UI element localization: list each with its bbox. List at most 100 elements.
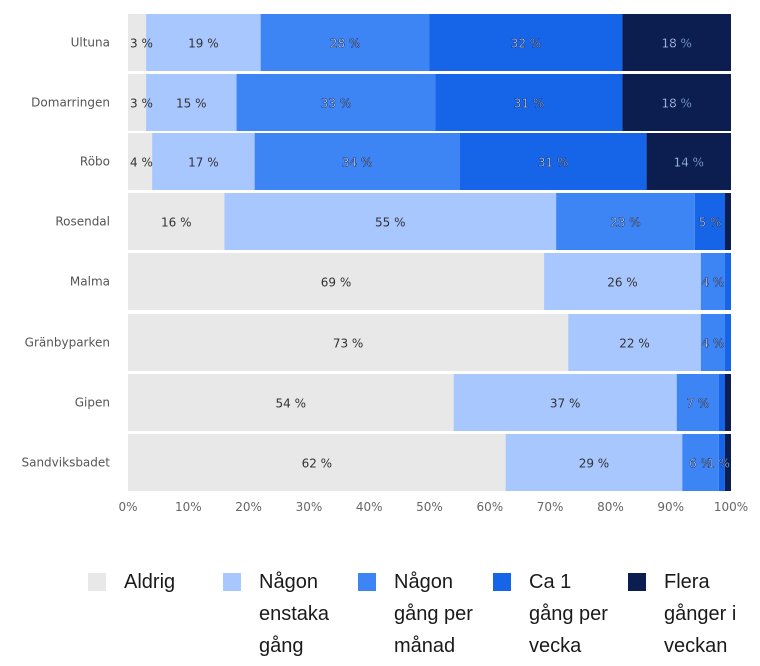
legend: Aldrig Någon enstaka gång Någon gång per månad… (88, 566, 760, 666)
legend-label-line: gånger i (664, 603, 737, 625)
x-tick-label: 90% (657, 500, 684, 514)
x-tick-label: 10% (175, 500, 202, 514)
data-label: 1 % (707, 457, 730, 471)
bar-segment (146, 14, 261, 71)
legend-label-line: veckan (664, 635, 728, 657)
bar-segment (724, 193, 731, 250)
bar-segment (429, 14, 623, 71)
bar-segment (459, 133, 647, 190)
data-label: 31 % (514, 97, 545, 111)
data-label: 5 % (698, 216, 721, 230)
data-label: 18 % (661, 37, 692, 51)
data-label: 3 % (130, 97, 153, 111)
bar-segment (128, 193, 225, 250)
x-tick-label: 80% (597, 500, 624, 514)
x-tick-label: 50% (416, 500, 443, 514)
bar-segment (260, 14, 430, 71)
data-label: 4 % (130, 156, 153, 170)
legend-label-line: månad (394, 635, 456, 657)
x-tick-label: 40% (356, 500, 383, 514)
data-label: 69 % (321, 276, 352, 290)
data-label: 73 % (333, 337, 364, 351)
legend-label-line: gång per (529, 603, 608, 625)
category-label: Gränbyparken (25, 336, 110, 350)
bar-segment (724, 253, 731, 310)
data-label: 15 % (176, 97, 207, 111)
legend-swatch (493, 573, 511, 591)
category-label: Domarringen (31, 96, 110, 110)
data-label: 6 % (689, 457, 712, 471)
bar-segment (724, 434, 731, 491)
legend-label: Aldrig (124, 566, 224, 598)
legend-label: Någon enstaka gång (259, 566, 359, 662)
legend-label: Ca 1 gång per vecka (529, 566, 629, 662)
bar-segment (453, 374, 677, 431)
bar-segment (128, 434, 506, 491)
bar-segment (128, 253, 545, 310)
category-label: Rosendal (55, 215, 110, 229)
data-label: 4 % (701, 276, 724, 290)
bar-segment (622, 14, 731, 71)
data-label: 14 % (674, 156, 705, 170)
x-axis-tick-labels: 0% 10% 20% 30% 40% 50% 60% 70% 80% 90% 100% (118, 500, 748, 514)
bar-segment (146, 74, 237, 131)
bar-segment (724, 374, 731, 431)
bar-segment (236, 74, 436, 131)
bar-segment (128, 14, 147, 71)
legend-label-line: Ca 1 (529, 571, 572, 593)
data-label: 37 % (550, 397, 581, 411)
bar-segment (700, 314, 725, 371)
category-label: Gipen (75, 396, 110, 410)
data-label: 55 % (375, 216, 406, 230)
legend-swatch (358, 573, 376, 591)
legend-label-line: Någon (394, 571, 453, 593)
x-tick-label: 70% (537, 500, 564, 514)
data-label: 18 % (661, 97, 692, 111)
bar-segment (676, 374, 719, 431)
data-label: 54 % (276, 397, 307, 411)
bar-segment (724, 314, 731, 371)
bar-segment (128, 133, 153, 190)
legend-label-line: Någon (259, 571, 318, 593)
data-label: 23 % (610, 216, 641, 230)
category-label: Sandviksbadet (21, 456, 110, 470)
x-tick-label: 100% (714, 500, 748, 514)
x-tick-label: 30% (296, 500, 323, 514)
legend-swatch (223, 573, 241, 591)
data-label: 32 % (511, 37, 542, 51)
data-label: 28 % (330, 37, 361, 51)
data-label: 7 % (686, 397, 709, 411)
category-label: Ultuna (71, 36, 110, 50)
legend-label-line: enstaka (259, 603, 330, 625)
bar-segment (694, 193, 725, 250)
bar-segment (505, 434, 683, 491)
legend-label-line: gång (259, 635, 304, 657)
data-label: 16 % (161, 216, 192, 230)
legend-label-line: Aldrig (124, 571, 176, 593)
data-label: 34 % (342, 156, 373, 170)
legend-label: Någon gång per månad (394, 566, 494, 662)
bar-segment (128, 74, 147, 131)
legend-label-line: vecka (529, 635, 582, 657)
data-label: 62 % (302, 457, 333, 471)
bar-segment (544, 253, 701, 310)
bar-segment (435, 74, 623, 131)
x-tick-label: 60% (476, 500, 503, 514)
data-label: 19 % (188, 37, 219, 51)
stacked-bar-chart: Ultuna Domarringen Röbo Rosendal Malma Gränby… (21, 14, 748, 514)
y-axis-category-labels: Ultuna Domarringen Röbo Rosendal Malma Gränby… (21, 36, 110, 470)
bar-segment (622, 74, 731, 131)
legend-swatch (628, 573, 646, 591)
x-tick-label: 0% (118, 500, 137, 514)
legend-label-line: gång per (394, 603, 473, 625)
bar-segment (568, 314, 701, 371)
data-label: 4 % (701, 337, 724, 351)
data-label: 3 % (130, 37, 153, 51)
legend-swatch (88, 573, 106, 591)
bar-segment (682, 434, 719, 491)
bar-segment (556, 193, 695, 250)
data-label: 31 % (538, 156, 569, 170)
bar-segment (224, 193, 557, 250)
category-label: Malma (70, 275, 110, 289)
bar-segment (718, 374, 725, 431)
